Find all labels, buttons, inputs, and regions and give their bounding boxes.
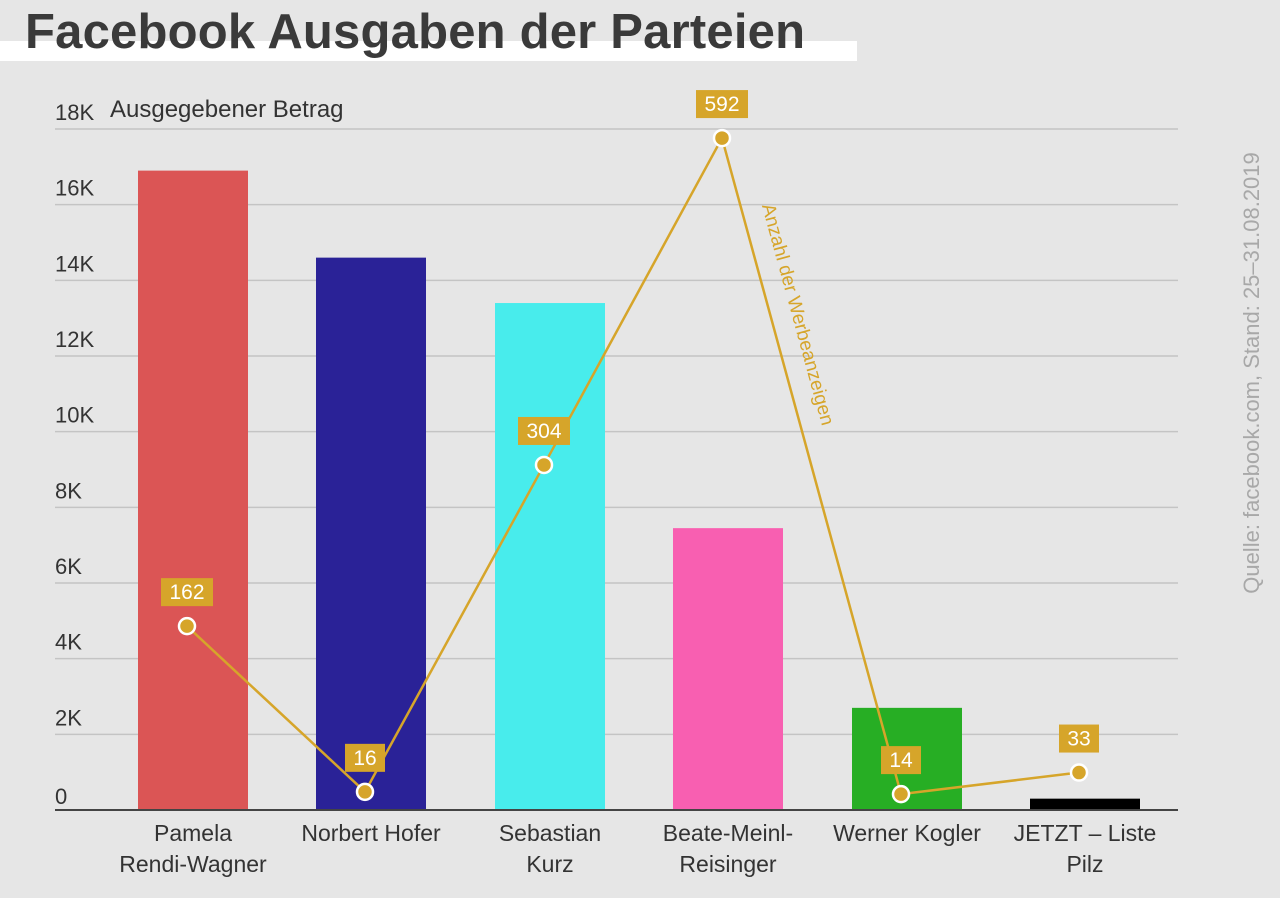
- title-underline-strip: [0, 41, 857, 61]
- x-tick-label: Pilz: [1066, 851, 1103, 877]
- chart-title: Facebook Ausgaben der Parteien: [25, 5, 806, 59]
- y-tick-label: 4K: [55, 630, 82, 655]
- bar: [495, 303, 605, 810]
- x-tick-label: Kurz: [526, 851, 573, 877]
- x-tick-label: Werner Kogler: [833, 820, 981, 846]
- x-tick-label: Sebastian: [499, 820, 601, 846]
- y-tick-label: 16K: [55, 176, 94, 201]
- x-tick-label: Reisinger: [679, 851, 776, 877]
- value-badge: [1059, 724, 1099, 753]
- x-tick-label: Beate-Meinl-: [663, 820, 793, 846]
- value-badge: [518, 416, 570, 445]
- value-badge: [345, 743, 385, 772]
- x-axis-labels: Pamela Rendi-Wagner Norbert Hofer Sebastian…: [119, 820, 1156, 877]
- bar: [1030, 798, 1140, 810]
- value-badge-label: 33: [1067, 728, 1090, 751]
- y-axis-label: Ausgegebener Betrag: [110, 96, 344, 123]
- y-tick-label: 2K: [55, 705, 82, 730]
- x-tick-label: Rendi-Wagner: [119, 851, 267, 877]
- y-axis-ticks: 0 2K 4K 6K 8K 10K 12K 14K 16K 18K: [55, 100, 94, 809]
- y-tick-label: 8K: [55, 478, 82, 503]
- line-point: [355, 782, 375, 802]
- line-point: [1069, 763, 1089, 782]
- value-badge-label: 592: [704, 93, 739, 116]
- y-tick-label: 18K: [55, 100, 94, 125]
- bar: [138, 170, 248, 810]
- line-path: [186, 134, 1080, 796]
- source-note: Quelle: facebook.com, Stand: 25–31.08.20…: [1239, 152, 1264, 594]
- value-badge: [161, 578, 213, 607]
- bar: [673, 528, 783, 810]
- ad-count-badges: 162 16 304 592 14 33: [161, 90, 1099, 775]
- value-badge-label: 14: [889, 749, 913, 772]
- value-badge: [881, 746, 921, 775]
- line-point: [534, 455, 554, 475]
- bars: [138, 170, 1140, 811]
- y-tick-label: 0: [55, 784, 67, 809]
- bar: [316, 257, 426, 811]
- y-tick-label: 14K: [55, 251, 94, 276]
- y-tick-label: 10K: [55, 403, 94, 428]
- x-tick-label: JETZT – Liste: [1014, 820, 1157, 846]
- line-point: [712, 128, 732, 148]
- line-point: [891, 784, 911, 804]
- line-point: [177, 616, 197, 636]
- x-tick-label: Norbert Hofer: [301, 820, 441, 846]
- ad-count-line: [177, 128, 1089, 804]
- x-tick-label: Pamela: [154, 820, 232, 846]
- value-badge-label: 304: [526, 420, 561, 443]
- value-badge: [696, 90, 748, 119]
- y-tick-label: 6K: [55, 554, 82, 579]
- value-badge-label: 162: [169, 581, 204, 604]
- value-badge-label: 16: [353, 747, 376, 770]
- y-tick-label: 12K: [55, 327, 94, 352]
